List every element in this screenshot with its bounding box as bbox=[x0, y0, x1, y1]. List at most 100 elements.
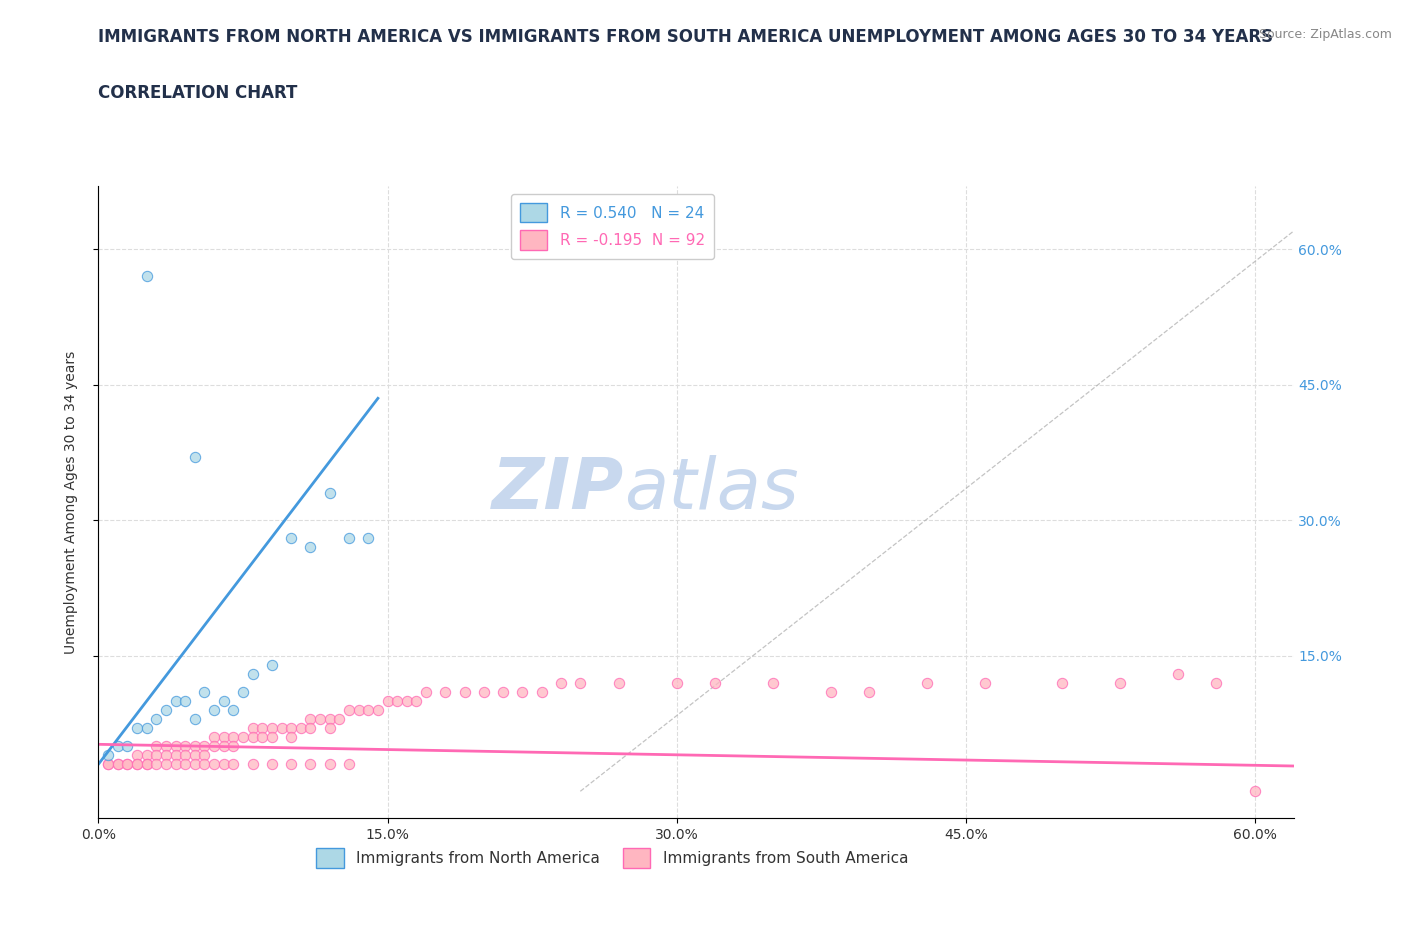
Point bbox=[135, 757, 157, 772]
Point bbox=[858, 684, 880, 699]
Point bbox=[280, 531, 302, 546]
Point bbox=[202, 730, 225, 745]
Point bbox=[762, 675, 785, 690]
Point bbox=[242, 730, 264, 745]
Point bbox=[193, 684, 215, 699]
Point bbox=[125, 757, 148, 772]
Point bbox=[319, 485, 342, 500]
Point bbox=[367, 702, 389, 717]
Point bbox=[1244, 784, 1267, 799]
Point bbox=[434, 684, 457, 699]
Point bbox=[174, 757, 197, 772]
Point bbox=[242, 721, 264, 736]
Point bbox=[125, 757, 148, 772]
Point bbox=[97, 757, 120, 772]
Point bbox=[184, 757, 207, 772]
Point bbox=[1205, 675, 1227, 690]
Point bbox=[145, 711, 167, 726]
Point bbox=[1109, 675, 1132, 690]
Point bbox=[385, 694, 409, 709]
Point bbox=[232, 684, 254, 699]
Point bbox=[280, 721, 302, 736]
Point bbox=[260, 730, 283, 745]
Point bbox=[193, 757, 215, 772]
Point bbox=[155, 757, 177, 772]
Point bbox=[155, 738, 177, 753]
Point bbox=[415, 684, 437, 699]
Point bbox=[193, 738, 215, 753]
Point bbox=[299, 721, 322, 736]
Point bbox=[260, 757, 283, 772]
Point bbox=[242, 667, 264, 682]
Point bbox=[145, 748, 167, 763]
Point bbox=[1167, 667, 1189, 682]
Point bbox=[319, 757, 342, 772]
Point bbox=[319, 721, 342, 736]
Point bbox=[1050, 675, 1073, 690]
Point bbox=[299, 540, 322, 555]
Point bbox=[512, 684, 534, 699]
Point bbox=[202, 757, 225, 772]
Point bbox=[184, 748, 207, 763]
Text: atlas: atlas bbox=[624, 455, 799, 524]
Point bbox=[97, 748, 120, 763]
Point bbox=[155, 702, 177, 717]
Point bbox=[395, 694, 418, 709]
Text: CORRELATION CHART: CORRELATION CHART bbox=[98, 84, 298, 101]
Point bbox=[337, 702, 360, 717]
Point bbox=[280, 730, 302, 745]
Point bbox=[492, 684, 515, 699]
Point bbox=[260, 721, 283, 736]
Point bbox=[309, 711, 332, 726]
Point bbox=[290, 721, 312, 736]
Point bbox=[165, 738, 187, 753]
Point bbox=[145, 738, 167, 753]
Point bbox=[319, 711, 342, 726]
Point bbox=[193, 748, 215, 763]
Point bbox=[232, 730, 254, 745]
Point bbox=[299, 757, 322, 772]
Point bbox=[184, 711, 207, 726]
Point bbox=[97, 757, 120, 772]
Point bbox=[337, 757, 360, 772]
Point bbox=[184, 738, 207, 753]
Point bbox=[165, 694, 187, 709]
Point bbox=[222, 738, 245, 753]
Point bbox=[530, 684, 553, 699]
Point bbox=[260, 658, 283, 672]
Y-axis label: Unemployment Among Ages 30 to 34 years: Unemployment Among Ages 30 to 34 years bbox=[63, 351, 77, 654]
Point bbox=[125, 721, 148, 736]
Point bbox=[917, 675, 939, 690]
Point bbox=[202, 738, 225, 753]
Point bbox=[165, 748, 187, 763]
Point bbox=[107, 757, 129, 772]
Point bbox=[202, 702, 225, 717]
Point bbox=[242, 757, 264, 772]
Point bbox=[299, 711, 322, 726]
Point bbox=[135, 748, 157, 763]
Point bbox=[212, 694, 235, 709]
Point bbox=[347, 702, 370, 717]
Point bbox=[328, 711, 350, 726]
Text: Source: ZipAtlas.com: Source: ZipAtlas.com bbox=[1258, 28, 1392, 41]
Point bbox=[665, 675, 688, 690]
Text: ZIP: ZIP bbox=[492, 455, 624, 524]
Point bbox=[357, 531, 380, 546]
Point bbox=[212, 738, 235, 753]
Point bbox=[117, 738, 139, 753]
Point bbox=[974, 675, 997, 690]
Point bbox=[405, 694, 427, 709]
Point bbox=[453, 684, 475, 699]
Point bbox=[222, 730, 245, 745]
Point bbox=[472, 684, 495, 699]
Point bbox=[107, 738, 129, 753]
Point bbox=[550, 675, 572, 690]
Point bbox=[222, 702, 245, 717]
Point bbox=[270, 721, 292, 736]
Point bbox=[117, 757, 139, 772]
Point bbox=[117, 757, 139, 772]
Point bbox=[212, 730, 235, 745]
Point bbox=[222, 757, 245, 772]
Point bbox=[820, 684, 842, 699]
Point bbox=[252, 721, 274, 736]
